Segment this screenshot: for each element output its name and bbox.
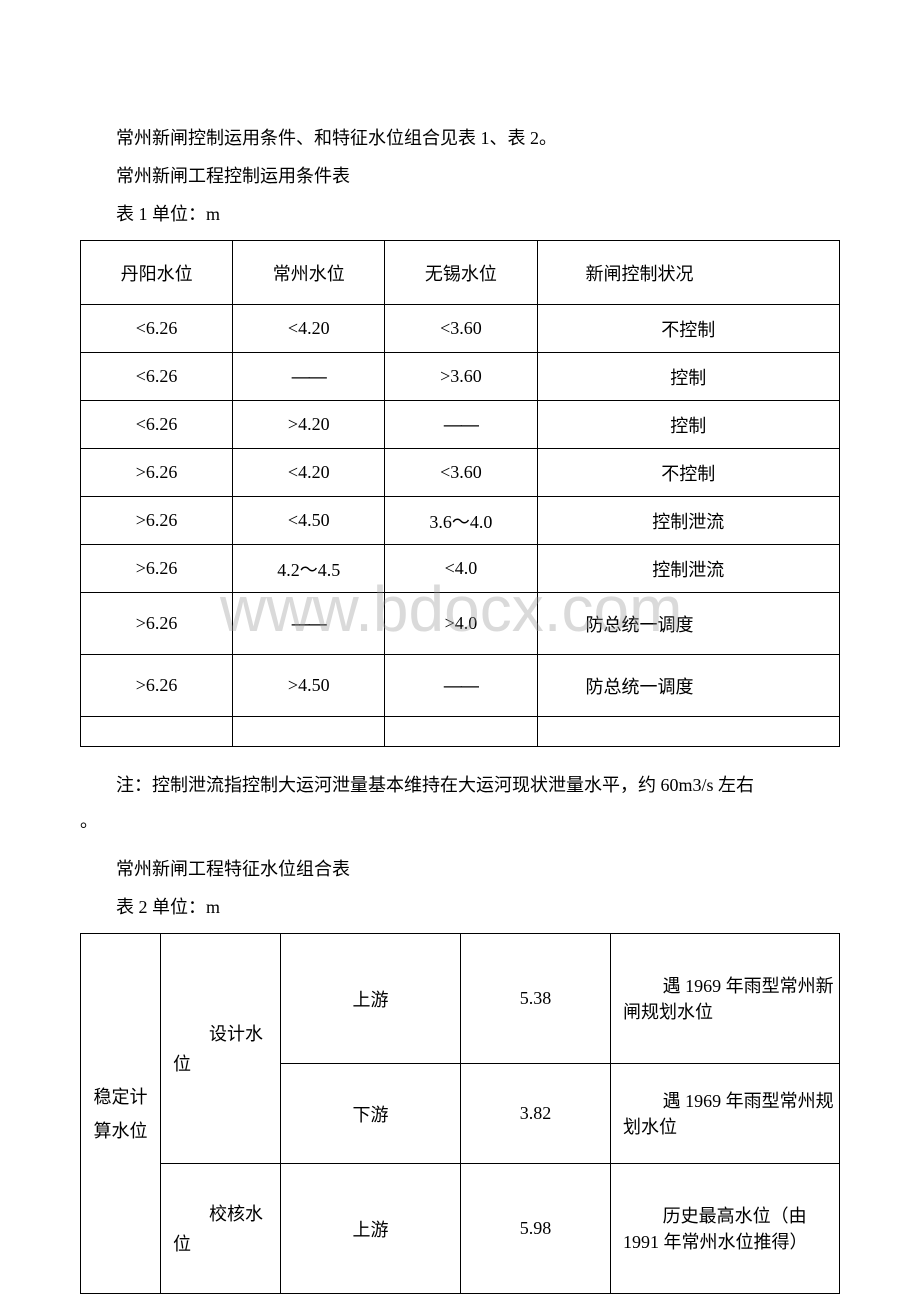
table-header-cell: 丹阳水位 [81, 241, 233, 305]
table-cell: —— [385, 655, 537, 717]
table-cell: 遇 1969 年雨型常州新闸规划水位 [611, 934, 840, 1064]
table-cell: 控制泄流 [537, 497, 839, 545]
table-cell: <3.60 [385, 449, 537, 497]
table-cell: >6.26 [81, 497, 233, 545]
table-cell: >6.26 [81, 449, 233, 497]
table-cell: >4.0 [385, 593, 537, 655]
table-cell: 4.2～4.5 [233, 545, 385, 593]
table1-title: 常州新闸工程控制运用条件表 [80, 158, 840, 194]
table-cell: 下游 [281, 1064, 461, 1164]
table-cell-group: 校核水位 [161, 1164, 281, 1294]
table-header-cell: 新闸控制状况 [537, 241, 839, 305]
paragraph-intro: 常州新闸控制运用条件、和特征水位组合见表 1、表 2。 [80, 120, 840, 156]
table-cell: 防总统一调度 [537, 655, 839, 717]
table-cell: 上游 [281, 934, 461, 1064]
table-cell [81, 717, 233, 747]
table-cell: >4.20 [233, 401, 385, 449]
table-row: 稳定计算水位 设计水位 上游 5.38 遇 1969 年雨型常州新闸规划水位 [81, 934, 840, 1064]
table-cell: 上游 [281, 1164, 461, 1294]
table-cell: >6.26 [81, 593, 233, 655]
table-header-cell: 常州水位 [233, 241, 385, 305]
table-row: >6.26 >4.50 —— 防总统一调度 [81, 655, 840, 717]
table-cell: >6.26 [81, 655, 233, 717]
table-cell: 控制 [537, 353, 839, 401]
table-row: <6.26 <4.20 <3.60 不控制 [81, 305, 840, 353]
table-cell: <6.26 [81, 401, 233, 449]
table1-caption: 表 1 单位：m [80, 196, 840, 232]
table-row: 丹阳水位 常州水位 无锡水位 新闸控制状况 [81, 241, 840, 305]
table-row: <6.26 —— >3.60 控制 [81, 353, 840, 401]
table-cell: 遇 1969 年雨型常州规划水位 [611, 1064, 840, 1164]
table-cell: >6.26 [81, 545, 233, 593]
table-cell-rowlabel: 稳定计算水位 [81, 934, 161, 1294]
table-cell: <4.20 [233, 449, 385, 497]
table-cell: 控制泄流 [537, 545, 839, 593]
table-2: 稳定计算水位 设计水位 上游 5.38 遇 1969 年雨型常州新闸规划水位 下… [80, 933, 840, 1294]
table-cell: —— [233, 353, 385, 401]
table1-note: 注：控制泄流指控制大运河泄量基本维持在大运河现状泄量水平，约 60m3/s 左右 [80, 767, 840, 803]
table-cell: —— [385, 401, 537, 449]
table-cell: 5.38 [461, 934, 611, 1064]
table-cell: <4.20 [233, 305, 385, 353]
table-cell: >4.50 [233, 655, 385, 717]
table-cell: 控制 [537, 401, 839, 449]
table-cell: <4.50 [233, 497, 385, 545]
table-cell [233, 717, 385, 747]
table-cell: 3.82 [461, 1064, 611, 1164]
table-row: >6.26 4.2～4.5 <4.0 控制泄流 [81, 545, 840, 593]
table-cell: <6.26 [81, 353, 233, 401]
table-cell [385, 717, 537, 747]
table-row: >6.26 <4.50 3.6～4.0 控制泄流 [81, 497, 840, 545]
table-cell: —— [233, 593, 385, 655]
table2-title: 常州新闸工程特征水位组合表 [80, 851, 840, 887]
table1-note-cont: 。 [80, 803, 840, 839]
table-row [81, 717, 840, 747]
table-1: 丹阳水位 常州水位 无锡水位 新闸控制状况 <6.26 <4.20 <3.60 … [80, 240, 840, 747]
table-cell: <3.60 [385, 305, 537, 353]
table-cell: 3.6～4.0 [385, 497, 537, 545]
table-cell [537, 717, 839, 747]
table-row: >6.26 —— >4.0 防总统一调度 [81, 593, 840, 655]
table-cell: 不控制 [537, 305, 839, 353]
table-cell: >3.60 [385, 353, 537, 401]
table-row: 校核水位 上游 5.98 历史最高水位（由1991 年常州水位推得） [81, 1164, 840, 1294]
table-cell: 防总统一调度 [537, 593, 839, 655]
table-row: <6.26 >4.20 —— 控制 [81, 401, 840, 449]
table-row: >6.26 <4.20 <3.60 不控制 [81, 449, 840, 497]
table-cell: <4.0 [385, 545, 537, 593]
table-cell: <6.26 [81, 305, 233, 353]
table2-caption: 表 2 单位：m [80, 889, 840, 925]
table-cell: 历史最高水位（由1991 年常州水位推得） [611, 1164, 840, 1294]
table-cell: 不控制 [537, 449, 839, 497]
table-header-cell: 无锡水位 [385, 241, 537, 305]
table-cell-group: 设计水位 [161, 934, 281, 1164]
table-cell: 5.98 [461, 1164, 611, 1294]
